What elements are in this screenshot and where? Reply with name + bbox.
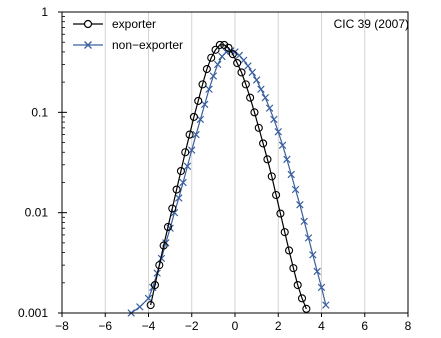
exporter-point bbox=[176, 166, 185, 176]
exporter-point bbox=[189, 112, 198, 121]
non-exporter-point bbox=[188, 146, 196, 154]
non-exporter-point bbox=[222, 48, 231, 56]
exporter-point bbox=[224, 43, 233, 52]
exporter-point bbox=[198, 80, 207, 89]
exporter-point bbox=[280, 228, 289, 237]
exporter-point bbox=[246, 93, 255, 102]
exporter-point bbox=[297, 294, 307, 303]
non-exporter-point bbox=[283, 155, 291, 164]
exporter-point bbox=[267, 172, 276, 181]
x-tick-label: 6 bbox=[361, 319, 368, 333]
non-exporter-point bbox=[317, 283, 326, 292]
non-exporter-point bbox=[157, 254, 166, 263]
axes: −8 −6 −4 −2 0 2 4 6 8 0.001 0.01 0.1 1 bbox=[18, 5, 412, 333]
exporter-point bbox=[159, 241, 168, 250]
series-layer bbox=[127, 40, 330, 317]
series-line-non-exporter bbox=[130, 50, 327, 314]
exporter-point bbox=[285, 246, 294, 255]
x-tick-label: −8 bbox=[55, 319, 69, 333]
exporter-point bbox=[220, 40, 229, 49]
exporter-point bbox=[272, 190, 281, 200]
non-exporter-point bbox=[192, 130, 200, 139]
exporter-point bbox=[302, 304, 311, 313]
x-tick-label: 2 bbox=[275, 319, 282, 333]
non-exporter-point bbox=[261, 93, 269, 102]
non-exporter-point bbox=[136, 303, 144, 311]
non-exporter-point bbox=[300, 217, 308, 226]
non-exporter-point bbox=[270, 115, 278, 124]
exporter-point bbox=[276, 209, 285, 218]
y-tick-label: 0.001 bbox=[18, 306, 48, 320]
non-exporter-point bbox=[183, 162, 192, 170]
exporter-point bbox=[207, 53, 216, 62]
exporter-point bbox=[250, 108, 259, 117]
non-exporter-point bbox=[291, 185, 300, 194]
chart-annotation: CIC 39 (2007) bbox=[334, 17, 409, 31]
exporter-point bbox=[259, 139, 268, 148]
x-tick-label: −2 bbox=[185, 319, 199, 333]
exporter-point bbox=[241, 80, 250, 89]
y-tick-label: 0.01 bbox=[25, 206, 49, 220]
exporter-point bbox=[293, 280, 302, 290]
non-exporter-point bbox=[309, 251, 317, 259]
exporter-point bbox=[215, 40, 224, 49]
legend-exporter-label: exporter bbox=[112, 17, 156, 31]
non-exporter-point bbox=[196, 115, 205, 124]
non-exporter-point bbox=[265, 104, 274, 112]
exporter-point bbox=[194, 96, 203, 105]
non-exporter-point bbox=[296, 200, 304, 209]
exporter-point bbox=[181, 148, 190, 157]
exporter-point bbox=[228, 50, 237, 59]
non-exporter-point bbox=[274, 128, 282, 136]
non-exporter-point bbox=[179, 178, 187, 187]
x-tick-label: 0 bbox=[232, 319, 239, 333]
exporter-point bbox=[172, 185, 181, 194]
non-exporter-point bbox=[213, 60, 222, 69]
non-exporter-point bbox=[252, 76, 261, 84]
non-exporter-point bbox=[287, 170, 295, 179]
non-exporter-point bbox=[201, 100, 209, 109]
non-exporter-point bbox=[322, 301, 330, 309]
non-exporter-point bbox=[304, 234, 313, 242]
exporter-point bbox=[155, 261, 164, 270]
non-exporter-point bbox=[205, 85, 213, 93]
series-line-exporter bbox=[150, 44, 307, 310]
exporter-point bbox=[146, 301, 155, 310]
exporter-point bbox=[168, 204, 177, 213]
exporter-point bbox=[289, 264, 298, 273]
exporter-point bbox=[254, 123, 263, 132]
x-tick-label: −6 bbox=[98, 319, 112, 333]
non-exporter-point bbox=[175, 194, 183, 202]
x-tick-label: 8 bbox=[405, 319, 412, 333]
exporter-point bbox=[202, 65, 211, 74]
exporter-point bbox=[185, 130, 194, 139]
exporter-point bbox=[211, 45, 220, 54]
non-exporter-point bbox=[278, 141, 287, 149]
exporter-point bbox=[263, 155, 272, 164]
exporter-point bbox=[237, 68, 246, 77]
legend-non-exporter-marker bbox=[84, 41, 92, 49]
gridlines bbox=[104, 12, 366, 313]
non-exporter-point bbox=[144, 294, 153, 303]
non-exporter-point bbox=[313, 267, 321, 276]
non-exporter-point bbox=[209, 72, 218, 80]
legend-non-exporter-label: non−exporter bbox=[112, 38, 183, 52]
non-exporter-point bbox=[244, 62, 252, 70]
non-exporter-point bbox=[239, 56, 248, 65]
legend: exporter non−exporter bbox=[73, 17, 183, 52]
legend-exporter-marker bbox=[83, 19, 93, 29]
y-tick-label: 0.1 bbox=[31, 105, 48, 119]
exporter-point bbox=[150, 280, 160, 290]
y-tick-label: 1 bbox=[41, 5, 48, 19]
exporter-point bbox=[163, 222, 173, 232]
x-tick-label: −4 bbox=[142, 319, 156, 333]
non-exporter-point bbox=[257, 85, 265, 93]
x-tick-label: 4 bbox=[318, 319, 325, 333]
non-exporter-point bbox=[248, 68, 257, 77]
exporter-point bbox=[233, 58, 242, 68]
